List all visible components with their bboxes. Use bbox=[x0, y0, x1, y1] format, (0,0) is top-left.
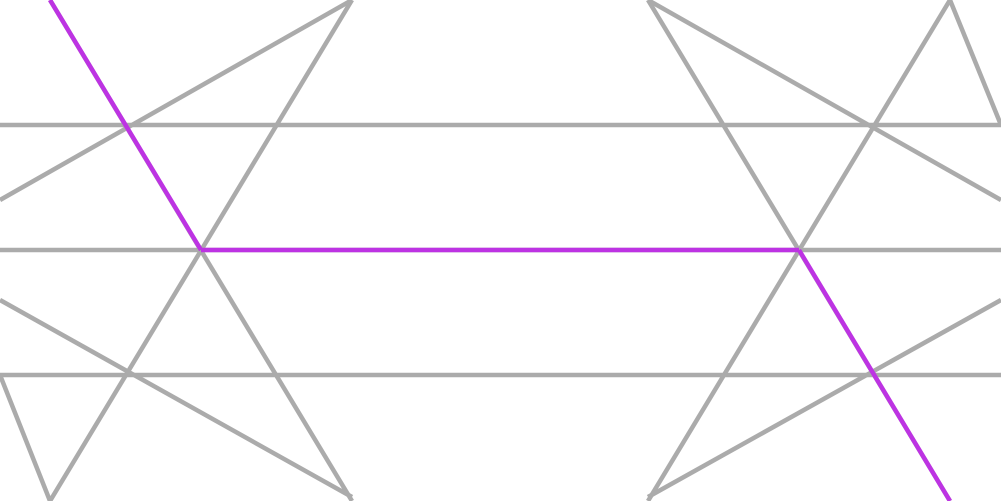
left-corner-triangle-edge bbox=[0, 374, 53, 501]
highlighted-path-group bbox=[48, 0, 952, 501]
right-corner-triangle-edge bbox=[947, 0, 1001, 126]
highlight-segment-lower-right bbox=[797, 248, 952, 501]
highlight-segment-upper-left bbox=[48, 0, 203, 252]
left-shallow-falling-line bbox=[0, 298, 354, 499]
right-shallow-falling-line bbox=[646, 0, 1001, 202]
right-shallow-rising-line bbox=[646, 298, 1001, 499]
left-shallow-rising-line bbox=[0, 0, 354, 202]
